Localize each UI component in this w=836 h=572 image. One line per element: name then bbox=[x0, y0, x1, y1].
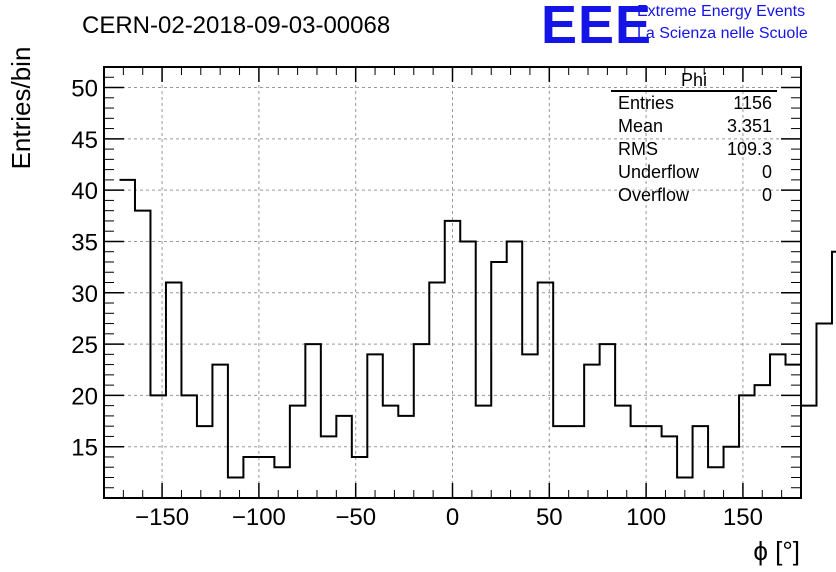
y-tick-label: 20 bbox=[71, 383, 98, 410]
stats-value: 0 bbox=[761, 162, 772, 182]
y-tick-label: 30 bbox=[71, 281, 98, 308]
axis-ticks bbox=[104, 67, 801, 498]
y-tick-label: 15 bbox=[71, 435, 98, 462]
stats-value: 109.3 bbox=[726, 139, 772, 159]
y-tick-label: 25 bbox=[71, 332, 98, 359]
stats-row-rms: RMS 109.3 bbox=[611, 138, 777, 161]
logo-caption-line2: La Scienza nelle Scuole bbox=[637, 25, 808, 42]
x-axis-label: ϕ [°] bbox=[753, 536, 800, 566]
y-tick-label: 50 bbox=[71, 76, 98, 103]
histogram-line bbox=[119, 178, 836, 479]
stats-title: Phi bbox=[611, 70, 777, 92]
stats-label: Mean bbox=[618, 116, 664, 136]
stats-box: Phi Entries 1156 Mean 3.351 RMS 109.3 Un… bbox=[611, 70, 777, 207]
y-tick-label: 45 bbox=[71, 127, 98, 154]
stats-label: Overflow bbox=[618, 185, 690, 205]
y-tick-label: 35 bbox=[71, 229, 98, 256]
logo-caption-line1: Extreme Energy Events bbox=[637, 3, 806, 20]
grid-lines bbox=[104, 67, 801, 498]
eee-logo: EEE bbox=[541, 0, 653, 55]
stats-value: 0 bbox=[761, 185, 772, 205]
stats-label: Underflow bbox=[618, 162, 700, 182]
stats-value: 1156 bbox=[733, 93, 772, 113]
stats-row-underflow: Underflow 0 bbox=[611, 161, 777, 184]
x-tick-label: 0 bbox=[446, 504, 459, 531]
stats-row-mean: Mean 3.351 bbox=[611, 115, 777, 138]
y-axis-label: Entries/bin bbox=[6, 47, 36, 170]
axis-tick-labels: −150 −100 −50 0 50 100 150 15 20 25 30 35 40 45 50 bbox=[71, 76, 763, 531]
stats-label: RMS bbox=[618, 139, 658, 159]
stats-row-overflow: Overflow 0 bbox=[611, 184, 777, 207]
stats-row-entries: Entries 1156 bbox=[611, 92, 777, 115]
x-tick-label: −100 bbox=[232, 504, 286, 531]
x-tick-label: −150 bbox=[135, 504, 189, 531]
x-tick-label: 50 bbox=[536, 504, 563, 531]
y-tick-label: 40 bbox=[71, 178, 98, 205]
chart-title: CERN-02-2018-09-03-00068 bbox=[82, 12, 391, 39]
x-tick-label: 150 bbox=[723, 504, 763, 531]
stats-value: 3.351 bbox=[726, 116, 772, 136]
x-tick-label: −50 bbox=[335, 504, 376, 531]
stats-label: Entries bbox=[618, 93, 675, 113]
x-tick-label: 100 bbox=[626, 504, 666, 531]
